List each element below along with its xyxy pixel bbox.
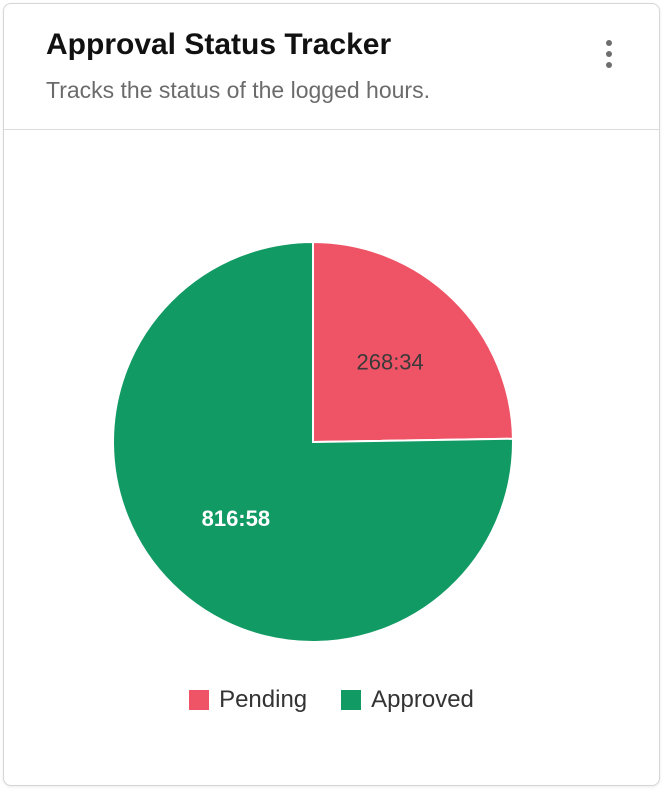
pie-data-label-approved: 816:58 [202, 506, 271, 531]
more-vertical-icon-dot [606, 62, 612, 68]
card-header: Approval Status Tracker Tracks the statu… [4, 4, 659, 130]
legend-swatch-approved [341, 690, 362, 710]
more-vertical-icon [606, 40, 612, 46]
pie-slice-pending[interactable] [312, 240, 514, 444]
card-subtitle: Tracks the status of the logged hours. [46, 77, 430, 103]
more-options-button[interactable] [594, 34, 624, 74]
chart-legend: Pending Approved [4, 686, 659, 714]
legend-item-pending[interactable]: Pending [189, 686, 307, 714]
legend-label-pending: Pending [219, 686, 308, 713]
approval-status-card: Approval Status Tracker Tracks the statu… [3, 3, 660, 786]
legend-swatch-pending [189, 690, 210, 710]
pie-chart: 268:34 816:58 [112, 240, 514, 643]
pie-slice-approved[interactable] [112, 240, 514, 643]
legend-label-approved: Approved [371, 686, 474, 713]
legend-item-approved[interactable]: Approved [341, 686, 474, 714]
pie-data-label-pending: 268:34 [356, 349, 423, 374]
pie-chart-area: 268:34 816:58 Pending Approved [4, 130, 659, 785]
more-vertical-icon-dot [606, 51, 612, 57]
card-title: Approval Status Tracker [46, 28, 392, 61]
